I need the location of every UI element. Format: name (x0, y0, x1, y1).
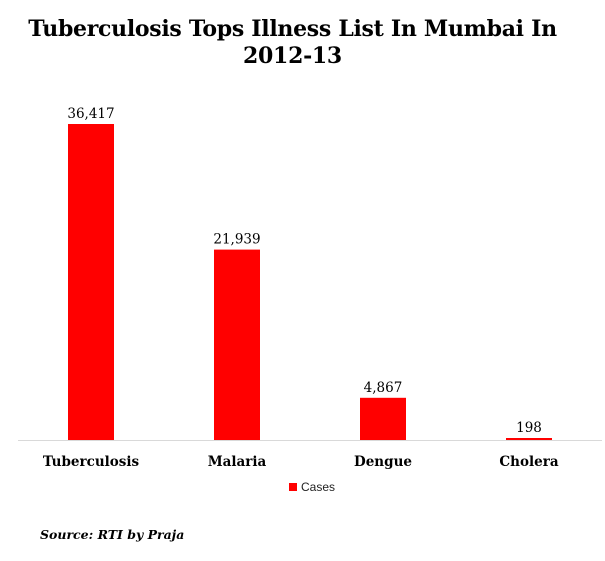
category-label-malaria: Malaria (208, 454, 267, 470)
category-label-tuberculosis: Tuberculosis (43, 454, 140, 470)
bar-malaria (214, 249, 260, 440)
bar-tuberculosis (68, 124, 114, 440)
legend-label: Cases (301, 480, 336, 494)
data-label-cholera: 198 (516, 420, 542, 436)
chart-title: Tuberculosis Tops Illness List In Mumbai… (0, 16, 585, 70)
source-note: Source: RTI by Praja (40, 527, 185, 542)
category-label-cholera: Cholera (499, 454, 558, 470)
data-label-dengue: 4,867 (364, 380, 403, 396)
bar-dengue (360, 397, 406, 440)
chart-title-line-2: 2012-13 (243, 43, 342, 69)
chart-title-line-1: Tuberculosis Tops Illness List In Mumbai… (28, 16, 557, 42)
data-label-tuberculosis: 36,417 (67, 106, 114, 122)
category-label-dengue: Dengue (354, 454, 412, 470)
data-label-malaria: 21,939 (213, 232, 260, 248)
bar-cholera (506, 438, 552, 440)
legend-swatch (289, 483, 297, 491)
legend: Cases (289, 480, 335, 494)
